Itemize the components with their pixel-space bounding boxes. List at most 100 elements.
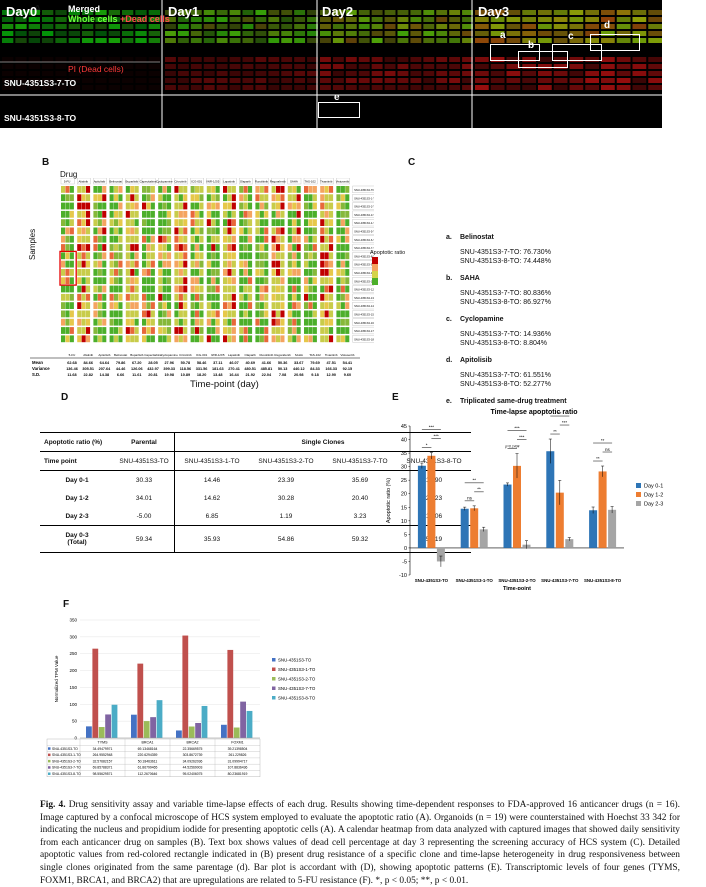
heatmap-cell	[248, 202, 253, 210]
microscopy-well	[294, 17, 306, 22]
heatmap-cell	[69, 202, 74, 210]
heatmap-cell	[134, 260, 139, 268]
microscopy-well	[632, 24, 647, 29]
heatmap-cell	[345, 277, 350, 285]
heatmap-cell	[255, 260, 260, 268]
heatmap-cell	[231, 318, 236, 326]
drug-header-cell	[336, 178, 350, 185]
y-tick-label: 0	[74, 736, 77, 741]
heatmap-cell	[97, 219, 102, 226]
heatmap-cell	[271, 252, 276, 260]
microscopy-well	[358, 64, 370, 69]
heatmap-cell	[69, 260, 74, 268]
heatmap-cell	[195, 202, 200, 210]
heatmap-cell	[287, 285, 292, 293]
heatmap-cell	[308, 310, 313, 318]
heatmap-cell	[345, 285, 350, 293]
microscopy-well	[436, 17, 448, 22]
significance-label: ***	[519, 434, 525, 439]
heatmap-cell	[264, 260, 269, 268]
microscopy-well	[190, 17, 202, 22]
microscopy-well	[423, 85, 435, 90]
stats-value: 20.81	[148, 373, 158, 377]
heatmap-cell	[130, 210, 135, 218]
stats-value: 126.06	[131, 367, 143, 371]
heatmap-cell	[345, 318, 350, 326]
significance-label: p=0.1434	[504, 444, 519, 448]
heatmap-cell	[264, 285, 269, 293]
heatmap-cell	[130, 310, 135, 318]
sample-label-box	[352, 252, 374, 260]
heatmap-cell	[248, 310, 253, 318]
drug-header-label: TAS-102	[304, 180, 316, 184]
heatmap-cell	[280, 210, 285, 218]
microscopy-well	[42, 10, 54, 15]
microscopy-well	[68, 71, 80, 76]
microscopy-well	[122, 24, 134, 29]
sample-label: SNU-4351S3-9-TO	[354, 263, 374, 267]
heatmap-cell	[167, 194, 172, 202]
heatmap-cell	[69, 277, 74, 285]
heatmap-cell	[178, 202, 183, 210]
heatmap-cell	[174, 194, 179, 202]
heatmap-cell	[243, 293, 248, 301]
sample-label-box	[352, 227, 374, 235]
legend-swatch	[636, 501, 641, 506]
microscopy-well	[490, 78, 505, 83]
heatmap-cell	[312, 327, 317, 334]
heatmap-cell	[125, 277, 130, 285]
heatmap-cell	[223, 260, 228, 268]
microscopy-well	[68, 24, 80, 29]
sample-label-box	[352, 293, 374, 301]
stats-drug-label: Olaparib	[245, 353, 257, 357]
microscopy-well	[68, 31, 80, 36]
heatmap-cell	[65, 219, 70, 226]
heatmap-cell	[130, 227, 135, 235]
heatmap-cell	[118, 277, 123, 285]
heatmap-cell	[183, 302, 188, 309]
heatmap-cell	[324, 227, 329, 235]
heatmap-cell	[150, 210, 155, 218]
heatmap-cell	[178, 327, 183, 334]
heatmap-cell	[134, 293, 139, 301]
microscopy-well	[553, 85, 568, 90]
microscopy-well	[462, 64, 473, 69]
microscopy-well	[410, 17, 422, 22]
microscopy-well	[436, 31, 448, 36]
legend-label: Day 1-2	[644, 493, 663, 499]
box-b	[518, 51, 568, 68]
table-swatch	[48, 753, 51, 757]
heatmap-cell	[271, 219, 276, 226]
heatmap-cell	[109, 260, 114, 268]
stats-value: 58.46	[197, 361, 207, 365]
heatmap-cell	[340, 186, 345, 193]
microscopy-well	[281, 17, 293, 22]
heatmap-cell	[77, 302, 82, 309]
heatmap-cell	[162, 227, 167, 235]
heatmap-cell	[223, 202, 228, 210]
heatmap-cell	[296, 335, 301, 343]
heatmap-cell	[77, 327, 82, 334]
significance-label: **	[553, 429, 557, 434]
microscopy-well	[616, 57, 631, 62]
microscopy-well	[397, 78, 409, 83]
heatmap-cell	[264, 293, 269, 301]
heatmap-cell	[190, 269, 195, 276]
stats-value: 84.66	[83, 361, 93, 365]
heatmap-cell	[174, 210, 179, 218]
heatmap-cell	[195, 302, 200, 309]
heatmap-cell	[118, 210, 123, 218]
heatmap-cell	[292, 244, 297, 251]
heatmap-cell	[61, 327, 66, 334]
panel-c-label: C	[408, 157, 416, 168]
microscopy-well	[320, 85, 331, 90]
heatmap-cell	[69, 327, 74, 334]
heatmap-cell	[102, 210, 107, 218]
heatmap-cell	[102, 310, 107, 318]
heatmap-cell	[190, 318, 195, 326]
stats-value: 10.89	[181, 373, 191, 377]
heatmap-cell	[183, 310, 188, 318]
stats-value: 64.64	[100, 361, 110, 365]
heatmap-cell	[276, 335, 281, 343]
heatmap-cell	[61, 194, 66, 202]
